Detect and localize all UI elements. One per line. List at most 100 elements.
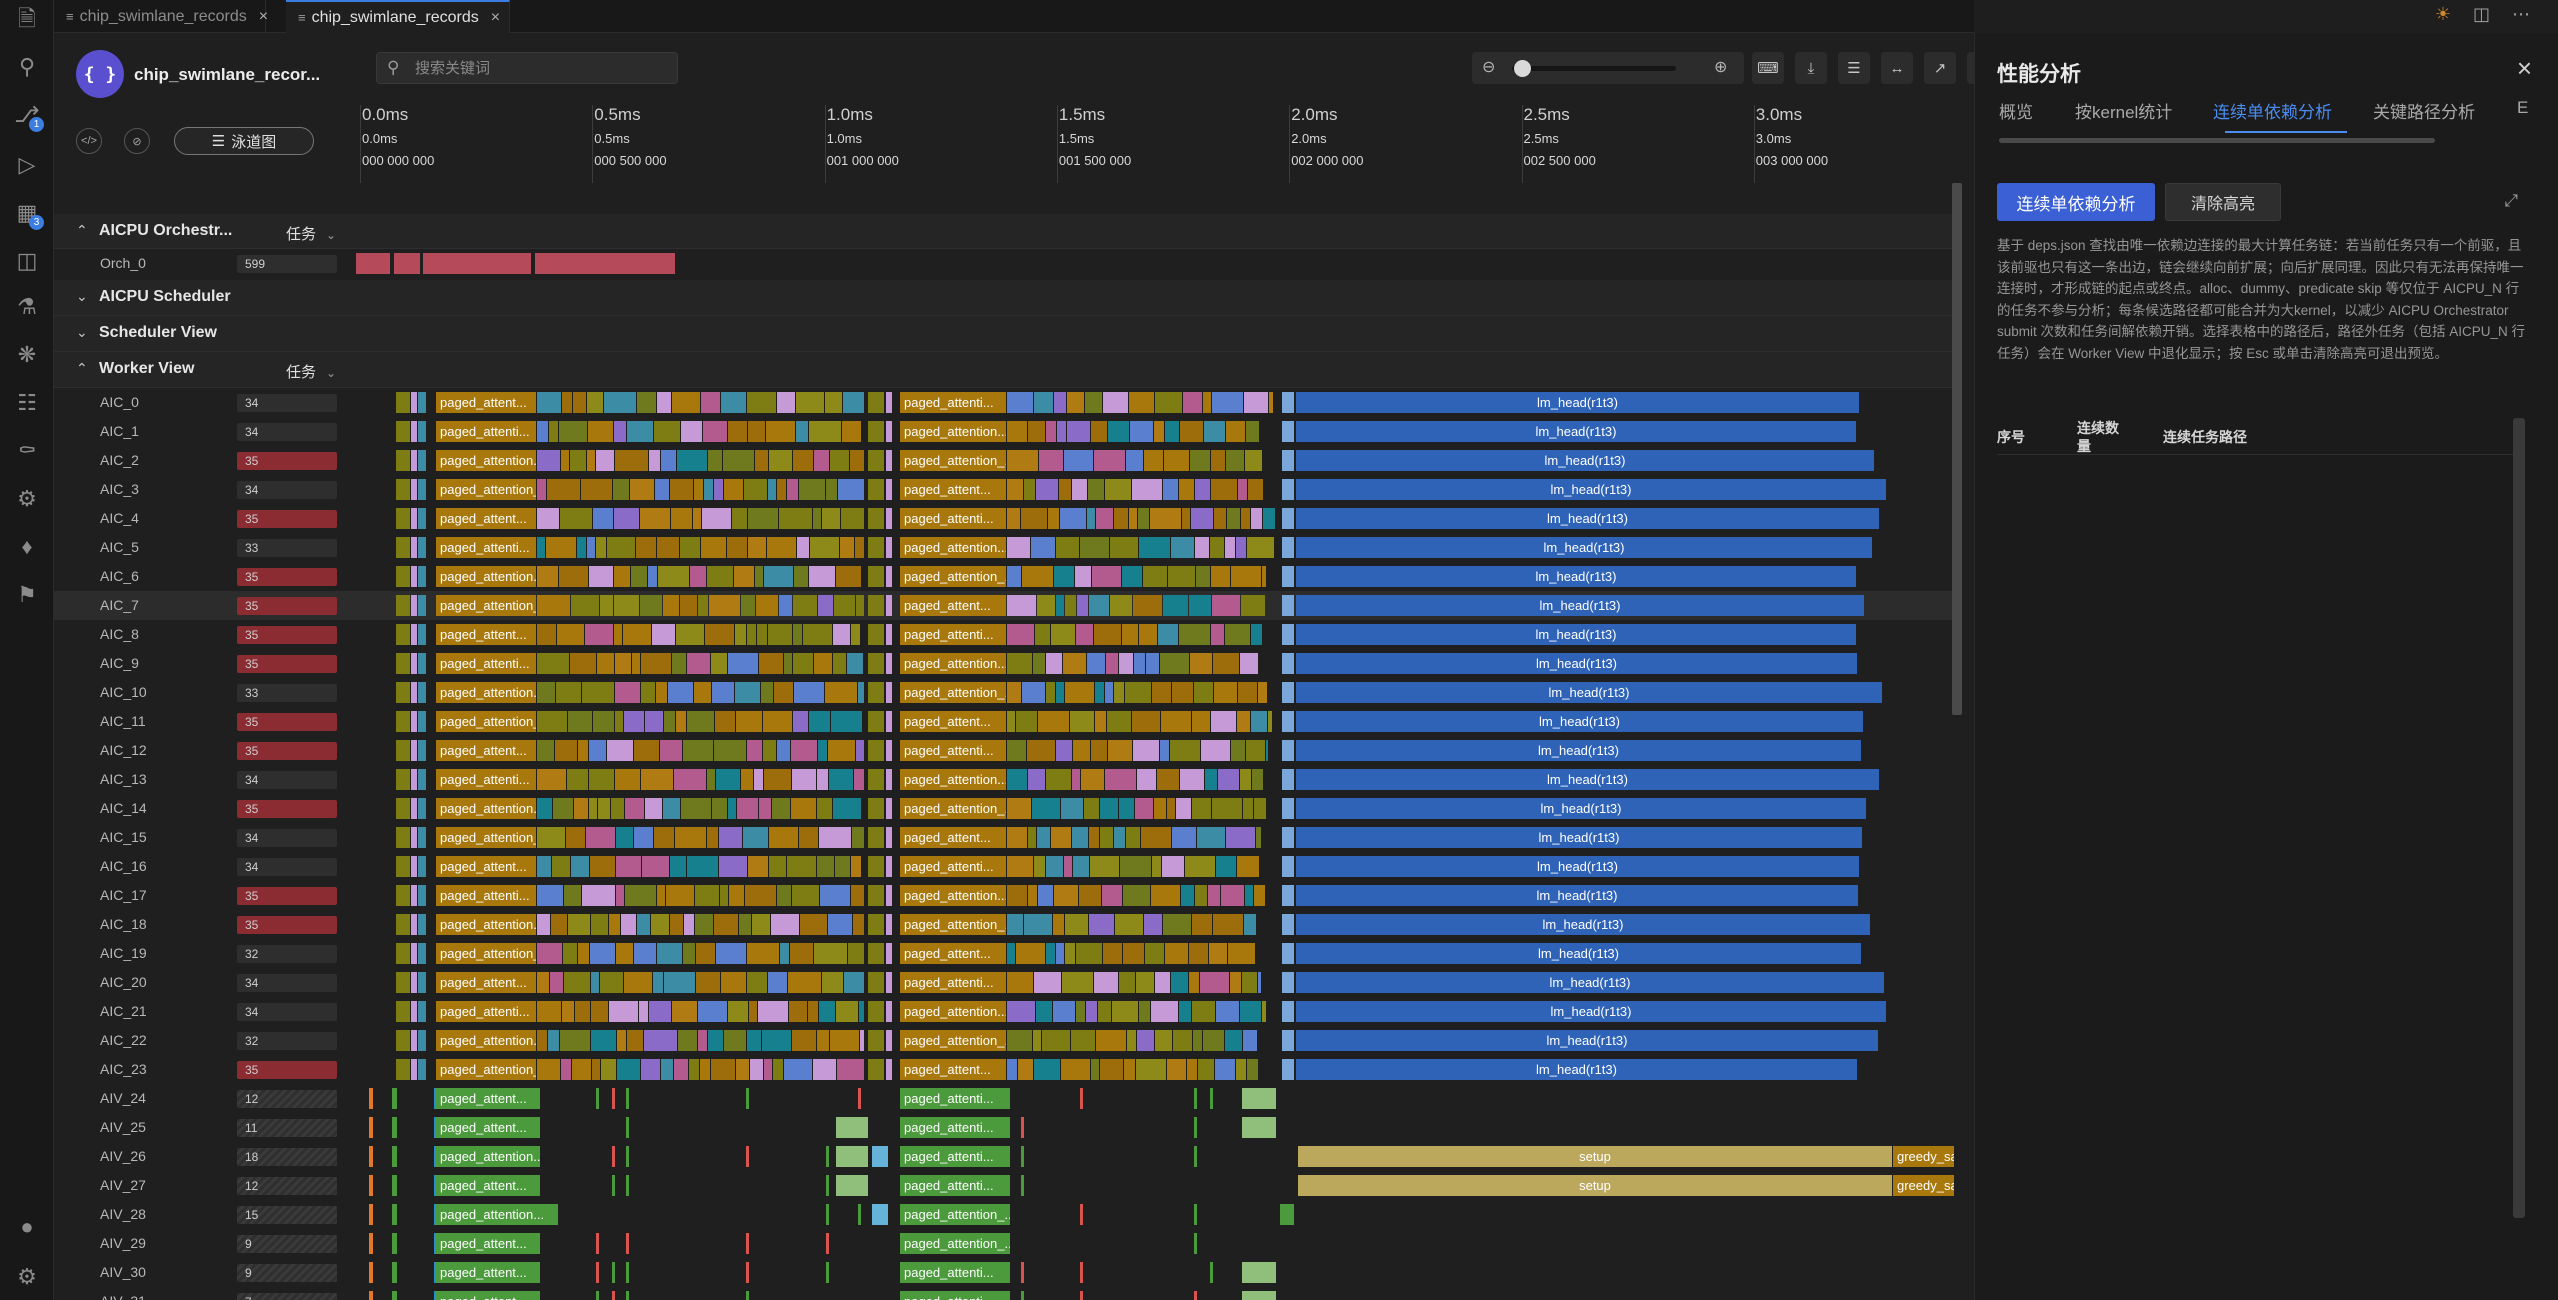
task-block[interactable] — [773, 1059, 783, 1080]
lane-track[interactable]: paged_attention_... paged_attent... lm_hea… — [356, 1055, 1952, 1084]
task-block[interactable] — [683, 943, 695, 964]
task-block[interactable]: paged_attent... — [436, 856, 536, 877]
task-block[interactable] — [562, 1001, 574, 1022]
section-worker-view[interactable]: ⌃ Worker View 任务 ⌄ — [54, 352, 1952, 388]
task-block[interactable] — [1194, 1204, 1197, 1225]
task-block[interactable] — [694, 682, 711, 703]
task-block[interactable] — [1119, 798, 1134, 819]
task-block[interactable]: paged_attent... — [436, 624, 536, 645]
task-block[interactable] — [735, 624, 746, 645]
task-block[interactable] — [587, 392, 603, 413]
task-block[interactable] — [609, 914, 620, 935]
task-block[interactable] — [780, 943, 789, 964]
search-input[interactable] — [415, 57, 671, 79]
task-block[interactable] — [724, 479, 743, 500]
task-block[interactable] — [724, 1030, 746, 1051]
task-block[interactable] — [886, 682, 892, 703]
task-block[interactable] — [1180, 769, 1204, 790]
task-block[interactable] — [1248, 479, 1263, 500]
lane-track[interactable]: paged_attent... paged_attenti... — [356, 1258, 1952, 1287]
task-block[interactable]: paged_attenti... — [436, 421, 536, 442]
task-block[interactable]: paged_attent... — [900, 943, 1006, 964]
task-block[interactable] — [1016, 711, 1037, 732]
task-block[interactable] — [1007, 769, 1027, 790]
task-block[interactable] — [593, 711, 614, 732]
task-block[interactable] — [1151, 1001, 1178, 1022]
task-block[interactable] — [392, 1233, 397, 1254]
task-block[interactable] — [1007, 1001, 1035, 1022]
task-block[interactable] — [561, 1059, 571, 1080]
task-block[interactable]: paged_attent... — [436, 1088, 540, 1109]
task-block[interactable] — [418, 856, 426, 877]
task-block[interactable] — [1021, 1262, 1024, 1283]
task-block[interactable] — [418, 740, 426, 761]
task-block[interactable] — [614, 624, 622, 645]
task-block[interactable] — [537, 1059, 560, 1080]
task-block[interactable] — [680, 595, 697, 616]
task-block[interactable] — [418, 624, 426, 645]
task-block[interactable] — [577, 537, 586, 558]
task-block[interactable] — [1205, 769, 1217, 790]
task-block[interactable] — [418, 943, 426, 964]
task-block[interactable] — [1187, 1059, 1197, 1080]
task-block[interactable]: paged_attenti... — [900, 1088, 1010, 1109]
download-icon[interactable]: ⤓ — [1795, 52, 1827, 84]
task-block[interactable] — [1194, 682, 1213, 703]
task-block[interactable] — [411, 885, 417, 906]
zoom-slider[interactable] — [1512, 60, 1676, 77]
task-block[interactable]: paged_attenti... — [436, 653, 536, 674]
task-block[interactable] — [886, 943, 892, 964]
task-block[interactable] — [1094, 624, 1121, 645]
task-block[interactable] — [1124, 1059, 1135, 1080]
task-block[interactable] — [1144, 450, 1163, 471]
task-block[interactable] — [642, 856, 669, 877]
task-block[interactable] — [868, 798, 884, 819]
task-block[interactable] — [1016, 943, 1045, 964]
task-block[interactable] — [1038, 885, 1053, 906]
task-block[interactable] — [732, 508, 747, 529]
task-block[interactable] — [1067, 392, 1084, 413]
task-block[interactable] — [612, 1175, 615, 1196]
task-block[interactable] — [1192, 798, 1211, 819]
task-block[interactable] — [641, 653, 671, 674]
task-block[interactable]: paged_attention_... — [900, 1030, 1006, 1051]
task-block[interactable] — [1240, 653, 1258, 674]
task-block[interactable] — [763, 711, 792, 732]
task-block[interactable] — [589, 798, 597, 819]
task-block[interactable] — [615, 653, 631, 674]
task-block[interactable] — [696, 943, 715, 964]
task-block[interactable] — [418, 827, 426, 848]
task-block[interactable] — [1228, 943, 1255, 964]
task-block[interactable]: paged_attention... — [436, 450, 536, 471]
task-block[interactable] — [396, 508, 410, 529]
task-block[interactable] — [1089, 827, 1099, 848]
task-block[interactable] — [1282, 943, 1294, 964]
task-block[interactable] — [1201, 740, 1230, 761]
task-block[interactable] — [700, 1059, 710, 1080]
task-block[interactable] — [648, 566, 657, 587]
task-block[interactable] — [563, 943, 577, 964]
task-block[interactable] — [1135, 798, 1153, 819]
task-block[interactable] — [661, 1059, 673, 1080]
task-block[interactable] — [392, 1204, 397, 1225]
task-block[interactable] — [817, 798, 832, 819]
keyboard-icon[interactable]: ⌨ — [1752, 52, 1784, 84]
task-block[interactable] — [779, 508, 812, 529]
task-block[interactable] — [537, 479, 546, 500]
task-block[interactable]: paged_attenti... — [900, 972, 1006, 993]
task-block[interactable] — [396, 827, 410, 848]
task-block[interactable] — [681, 798, 711, 819]
task-block[interactable] — [396, 566, 410, 587]
task-block[interactable] — [597, 653, 614, 674]
task-block[interactable] — [634, 943, 656, 964]
task-block[interactable] — [1028, 885, 1037, 906]
task-block[interactable] — [796, 421, 808, 442]
extensions-icon[interactable]: ▦ 3 — [12, 198, 44, 230]
task-block[interactable] — [769, 450, 792, 471]
task-block[interactable]: paged_attention... — [900, 537, 1006, 558]
task-block[interactable] — [596, 537, 606, 558]
task-block[interactable] — [356, 253, 390, 274]
task-block[interactable] — [1114, 827, 1125, 848]
task-block[interactable] — [868, 885, 884, 906]
task-block[interactable] — [868, 769, 884, 790]
